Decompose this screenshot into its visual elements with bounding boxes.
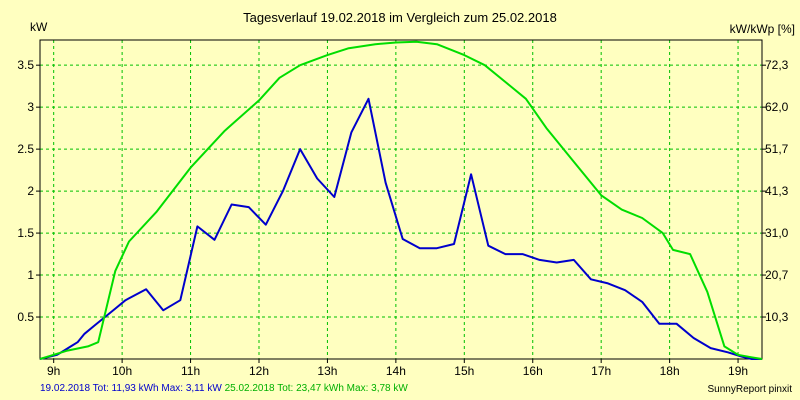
credit-label: SunnyReport pinxit — [707, 384, 793, 395]
y-axis-label: kW — [30, 20, 48, 34]
y-axis-right-label: kW/kWp [%] — [729, 22, 795, 36]
y-tick-label: 0.5 — [17, 310, 34, 324]
series-line-2 — [39, 40, 763, 360]
y-tick-label: 2.5 — [17, 142, 34, 156]
y-tick-label: 1 — [27, 268, 34, 282]
y-tick-label: 1.5 — [17, 226, 34, 240]
y-right-tick-label: 31,0 — [765, 226, 789, 240]
x-tick-label: 9h — [47, 364, 60, 378]
x-tick-label: 14h — [386, 364, 406, 378]
y-right-tick-label: 41,3 — [765, 184, 789, 198]
plot-background — [40, 40, 762, 359]
x-tick-label: 11h — [181, 364, 200, 378]
y-right-tick-label: 10,3 — [765, 310, 789, 324]
y-right-tick-label: 72,3 — [765, 58, 789, 72]
y-tick-label: 2 — [27, 184, 34, 198]
y-right-tick-label: 20,7 — [765, 268, 789, 282]
plot-frame — [39, 39, 763, 360]
x-tick-label: 13h — [317, 364, 337, 378]
chart-title: Tagesverlauf 19.02.2018 im Vergleich zum… — [243, 10, 557, 25]
series-summary-legend: 19.02.2018 Tot: 11,93 kWh Max: 3,11 kW 2… — [40, 383, 408, 394]
y-tick-label: 3.5 — [17, 58, 34, 72]
series-line-1 — [39, 97, 762, 360]
x-tick-label: 15h — [454, 364, 474, 378]
series-1-summary: 19.02.2018 Tot: 11,93 kWh Max: 3,11 kW — [40, 383, 222, 394]
y-right-tick-label: 62,0 — [765, 100, 789, 114]
x-tick-label: 19h — [728, 364, 748, 378]
x-tick-label: 18h — [660, 364, 680, 378]
series-2-summary: 25.02.2018 Tot: 23,47 kWh Max: 3,78 kW — [224, 383, 408, 394]
x-tick-label: 16h — [523, 364, 543, 378]
y-right-tick-label: 51,7 — [765, 142, 789, 156]
x-tick-label: 12h — [249, 364, 269, 378]
x-tick-label: 10h — [112, 364, 132, 378]
y-tick-label: 3 — [27, 100, 34, 114]
x-tick-label: 17h — [591, 364, 611, 378]
